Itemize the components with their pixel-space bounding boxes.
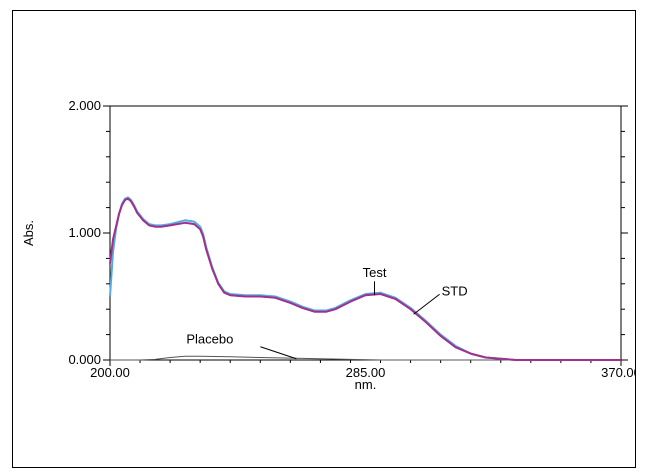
y-tick-label: 2.000 <box>68 98 101 113</box>
y-axis-label: Abs. <box>21 220 36 246</box>
annotation-layer: Test STD Placebo <box>186 265 468 360</box>
x-axis-label: nm. <box>355 377 377 392</box>
series-line-std <box>109 197 621 361</box>
x-tick-label: 200.00 <box>90 365 130 380</box>
annotation-leader <box>260 346 297 360</box>
annotation-std: STD <box>442 283 468 298</box>
series-line-placebo <box>110 355 621 361</box>
series-layer <box>109 196 621 361</box>
annotation-placebo: Placebo <box>186 332 233 347</box>
y-tick-label: 0.000 <box>68 352 101 367</box>
uv-spectrum-chart: 0.000 1.000 2.000 200.00 285.00 370.00 Test ST… <box>21 98 636 392</box>
axis-ticks: 0.000 1.000 2.000 200.00 285.00 370.00 <box>68 98 636 380</box>
annotation-leader <box>413 293 440 315</box>
chart-frame: 0.000 1.000 2.000 200.00 285.00 370.00 Test ST… <box>12 10 636 468</box>
plot-area <box>109 105 622 361</box>
x-tick-label: 285.00 <box>346 365 386 380</box>
y-tick-label: 1.000 <box>68 225 101 240</box>
annotation-test: Test <box>363 265 387 280</box>
x-tick-label: 370.00 <box>601 365 636 380</box>
